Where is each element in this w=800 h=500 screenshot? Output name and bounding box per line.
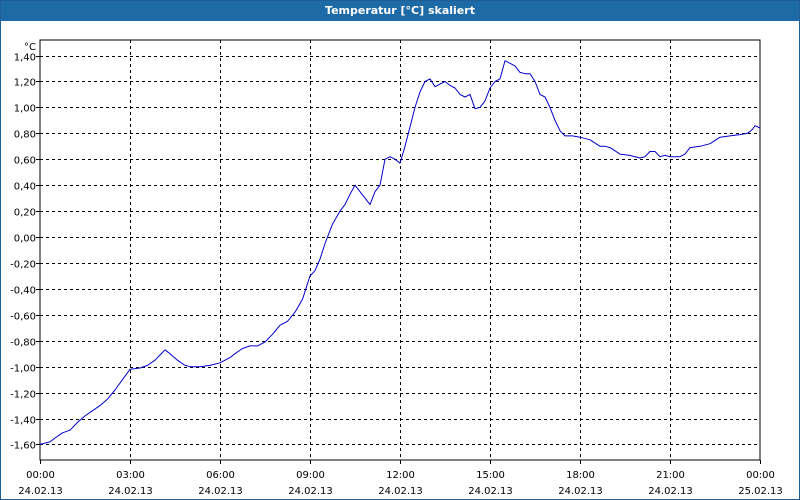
y-tick-label: -1,40 [10,416,36,427]
y-tick-label: -0,80 [10,338,36,349]
chart-tick-labels: 1,40 1,20 1,00 0,80 0,60 0,40 0,20 0,00 -0,20 -0,… [10,42,783,497]
y-tick-label: 0,80 [14,130,36,141]
x-tick-time-label: 00:00 [26,470,55,481]
y-tick-label: 0,60 [14,156,36,167]
x-tick-time-label: 06:00 [206,470,235,481]
x-tick-time-label: 21:00 [656,470,685,481]
x-tick-date-label: 24.02.13 [468,486,513,497]
x-tick-time-label: 03:00 [116,470,145,481]
x-tick-date-label: 24.02.13 [198,486,243,497]
y-tick-label: -0,60 [10,312,36,323]
y-tick-label: 1,20 [14,78,36,89]
temperature-series-line [39,60,761,445]
x-tick-time-label: 18:00 [566,470,595,481]
plot-area-border [39,39,761,461]
x-tick-date-label: 24.02.13 [378,486,423,497]
window-title: Temperatur [°C] skaliert [1,1,799,21]
y-tick-label: 1,00 [14,104,36,115]
y-tick-label: 0,40 [14,182,36,193]
y-axis-unit-label: °C [24,42,36,53]
x-tick-time-label: 00:00 [746,470,775,481]
chart-grid [36,40,761,464]
y-tick-label: 0,20 [14,208,36,219]
x-tick-date-label: 24.02.13 [18,486,63,497]
y-tick-label: -1,00 [10,364,36,375]
x-tick-date-label: 25.02.13 [738,486,783,497]
y-tick-label: -0,40 [10,286,36,297]
x-tick-date-label: 24.02.13 [648,486,693,497]
x-tick-date-label: 24.02.13 [288,486,333,497]
y-tick-label: -1,20 [10,390,36,401]
y-tick-label: -1,60 [10,441,36,452]
y-tick-label: 0,00 [14,234,36,245]
x-tick-time-label: 15:00 [476,470,505,481]
x-tick-date-label: 24.02.13 [108,486,153,497]
x-tick-time-label: 09:00 [296,470,325,481]
x-tick-time-label: 12:00 [386,470,415,481]
chart-axes [39,39,761,461]
x-tick-date-label: 24.02.13 [558,486,603,497]
y-tick-label: 1,40 [14,53,36,64]
chart-series [39,60,761,445]
y-tick-label: -0,20 [10,260,36,271]
